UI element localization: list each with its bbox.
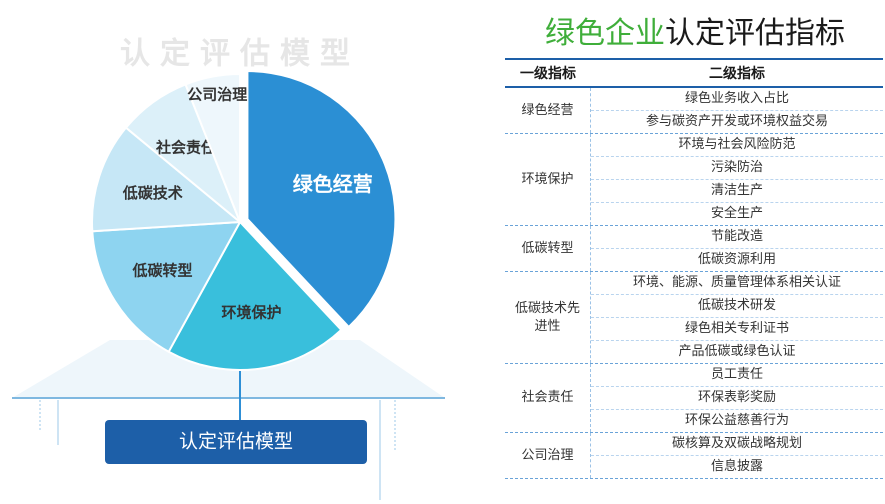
pie-slice — [246, 70, 397, 329]
title-rest: 认定评估指标 — [665, 16, 845, 51]
header-cell: 一级指标 — [520, 66, 576, 82]
table-title: 绿色企业认定评估指标 — [510, 8, 880, 52]
level1-cell: 社会责任 — [505, 364, 591, 432]
level2-cell: 低碳资源利用 — [697, 252, 776, 267]
level2-column: 环境与社会风险防范 污染防治 清洁生产安全生产 — [591, 134, 883, 225]
level2-cell: 产品低碳或绿色认证 — [678, 344, 796, 359]
model-button-label[interactable]: 认定评估模型 — [179, 431, 293, 453]
model-watermark-title: 认定评估模型 — [120, 37, 360, 72]
level1-cell: 环境保护 — [505, 134, 591, 225]
table-group: 社会责任 员工责任 环保表彰奖励环保公益慈善行为 — [505, 364, 883, 433]
level1-cell: 低碳技术先进性 — [505, 272, 591, 363]
indicator-table: 一级指标 二级指标 绿色经营 绿色业务收入占比 参与碳资产开发或环境权益交易 环境保护 环境… — [505, 58, 883, 479]
header-cell: 二级指标 — [709, 66, 765, 82]
level2-cell: 员工责任 — [591, 364, 883, 387]
level1-cell: 绿色经营 — [505, 88, 591, 133]
level2-cell: 污染防治 — [591, 157, 883, 180]
level2-cell: 节能改造 — [591, 226, 883, 249]
slice-label: 公司治理 — [187, 85, 247, 103]
slice-label: 低碳转型 — [132, 262, 193, 280]
slice-label: 社会责任 — [155, 138, 216, 156]
level2-column: 环境、能源、质量管理体系相关认证 低碳技术研发 绿色相关专利证书产品低碳或绿色认证 — [591, 272, 883, 363]
pie-slice — [91, 220, 242, 354]
level2-cell: 环保公益慈善行为 — [684, 413, 789, 428]
level1-cell: 公司治理 — [505, 433, 591, 478]
title-highlight: 绿色企业 — [545, 16, 665, 51]
level2-cell: 信息披露 — [710, 459, 763, 474]
level2-cell: 安全生产 — [710, 206, 763, 221]
pie-slice — [167, 220, 343, 371]
table-group: 绿色经营 绿色业务收入占比参与碳资产开发或环境权益交易 — [505, 88, 883, 134]
model-button[interactable] — [105, 420, 367, 464]
table-group: 低碳转型 节能改造低碳资源利用 — [505, 226, 883, 272]
level2-cell: 环境与社会风险防范 — [591, 134, 883, 157]
level2-cell: 绿色业务收入占比 — [591, 88, 883, 111]
level2-cell: 低碳技术研发 — [591, 295, 883, 318]
level2-column: 节能改造低碳资源利用 — [591, 226, 883, 271]
level2-cell: 参与碳资产开发或环境权益交易 — [645, 114, 828, 129]
table-group: 环境保护 环境与社会风险防范 污染防治 清洁生产安全生产 — [505, 134, 883, 226]
pie-slice — [91, 126, 243, 233]
slice-label: 环境保护 — [221, 304, 281, 322]
level2-cell: 环境、能源、质量管理体系相关认证 — [591, 272, 883, 295]
level2-column: 员工责任 环保表彰奖励环保公益慈善行为 — [591, 364, 883, 432]
level2-cell: 环保表彰奖励 — [591, 387, 883, 410]
level2-cell: 绿色相关专利证书 — [591, 318, 883, 341]
level2-column: 碳核算及双碳战略规划信息披露 — [591, 433, 883, 478]
slice-label: 低碳技术 — [122, 184, 183, 202]
level2-column: 绿色业务收入占比参与碳资产开发或环境权益交易 — [591, 88, 883, 133]
table-group: 公司治理 碳核算及双碳战略规划信息披露 — [505, 433, 883, 479]
level2-cell: 碳核算及双碳战略规划 — [591, 433, 883, 456]
level2-cell: 清洁生产 — [591, 180, 883, 203]
table-group: 低碳技术先进性 环境、能源、质量管理体系相关认证 低碳技术研发 绿色相关专利证书产品低… — [505, 272, 883, 364]
table-header: 一级指标 二级指标 — [505, 58, 883, 88]
level1-cell: 低碳转型 — [505, 226, 591, 271]
pie-slice — [184, 72, 241, 223]
slice-label: 绿色经营 — [293, 172, 373, 196]
